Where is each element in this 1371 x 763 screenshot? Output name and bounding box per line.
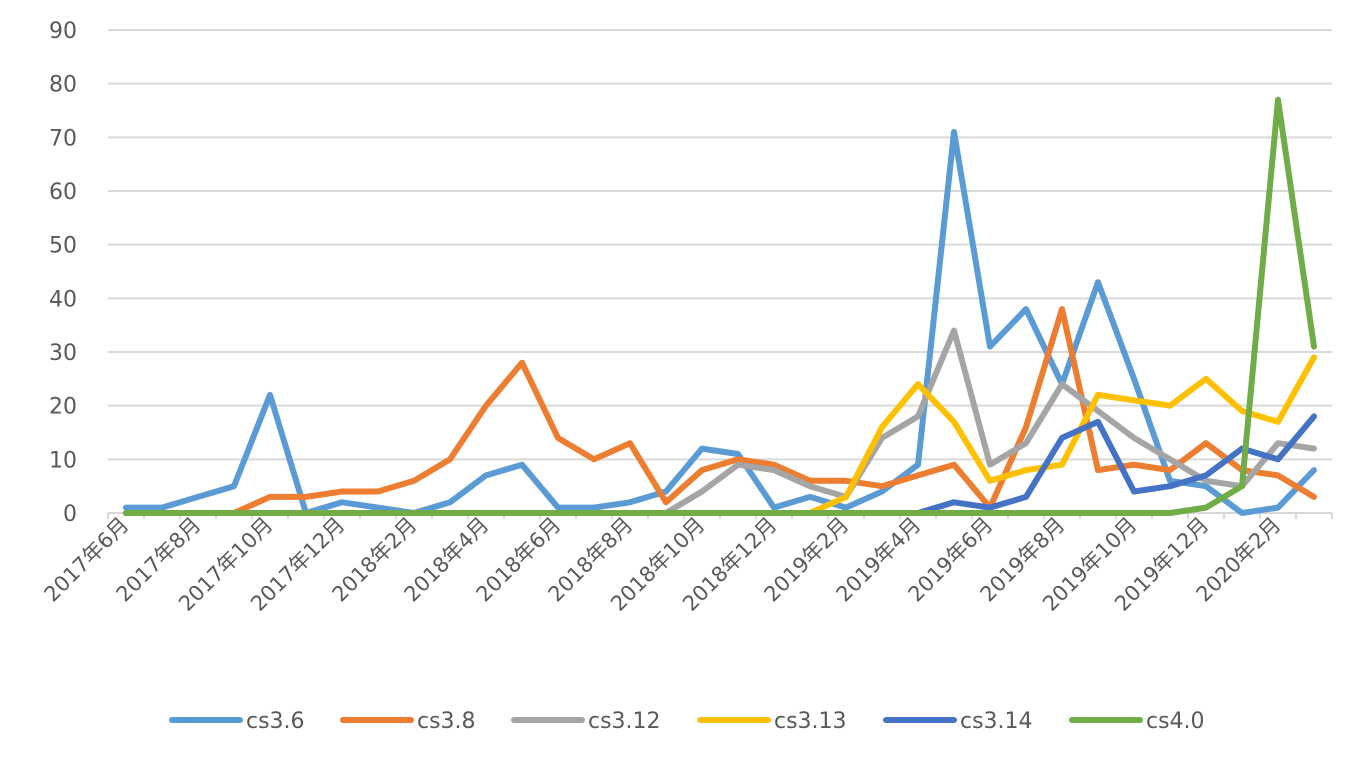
x-axis: 2017年6月2017年8月2017年10月2017年12月2018年2月201…: [40, 512, 1333, 616]
y-tick-label: 70: [49, 126, 77, 151]
y-tick-label: 10: [49, 448, 77, 473]
series-line-cs3-12: [123, 327, 1317, 516]
y-tick-label: 80: [49, 73, 77, 98]
legend-label: cs3.12: [588, 709, 661, 734]
legend-label: cs3.6: [246, 709, 305, 734]
y-tick-label: 20: [49, 395, 77, 420]
y-tick-label: 30: [49, 341, 77, 366]
y-tick-label: 40: [49, 287, 77, 312]
series-line-cs4-0: [123, 96, 1317, 516]
series-line-cs3-8: [123, 306, 1317, 516]
legend-label: cs4.0: [1146, 709, 1205, 734]
series-line-cs3-6: [123, 129, 1317, 516]
legend: cs3.6 cs3.8 cs3.12 cs3.13 cs3.14 cs4.0: [169, 709, 1205, 734]
y-tick-label: 90: [49, 19, 77, 44]
legend-label: cs3.8: [417, 709, 476, 734]
legend-label: cs3.13: [774, 709, 847, 734]
gridlines: [108, 29, 1332, 461]
y-axis-ticks: 0 10 20 30 40 50 60 70 80 90: [49, 19, 77, 527]
y-tick-label: 50: [49, 234, 77, 259]
y-tick-label: 0: [63, 502, 77, 527]
series-lines: [123, 96, 1317, 516]
y-tick-label: 60: [49, 180, 77, 205]
legend-label: cs3.14: [960, 709, 1033, 734]
